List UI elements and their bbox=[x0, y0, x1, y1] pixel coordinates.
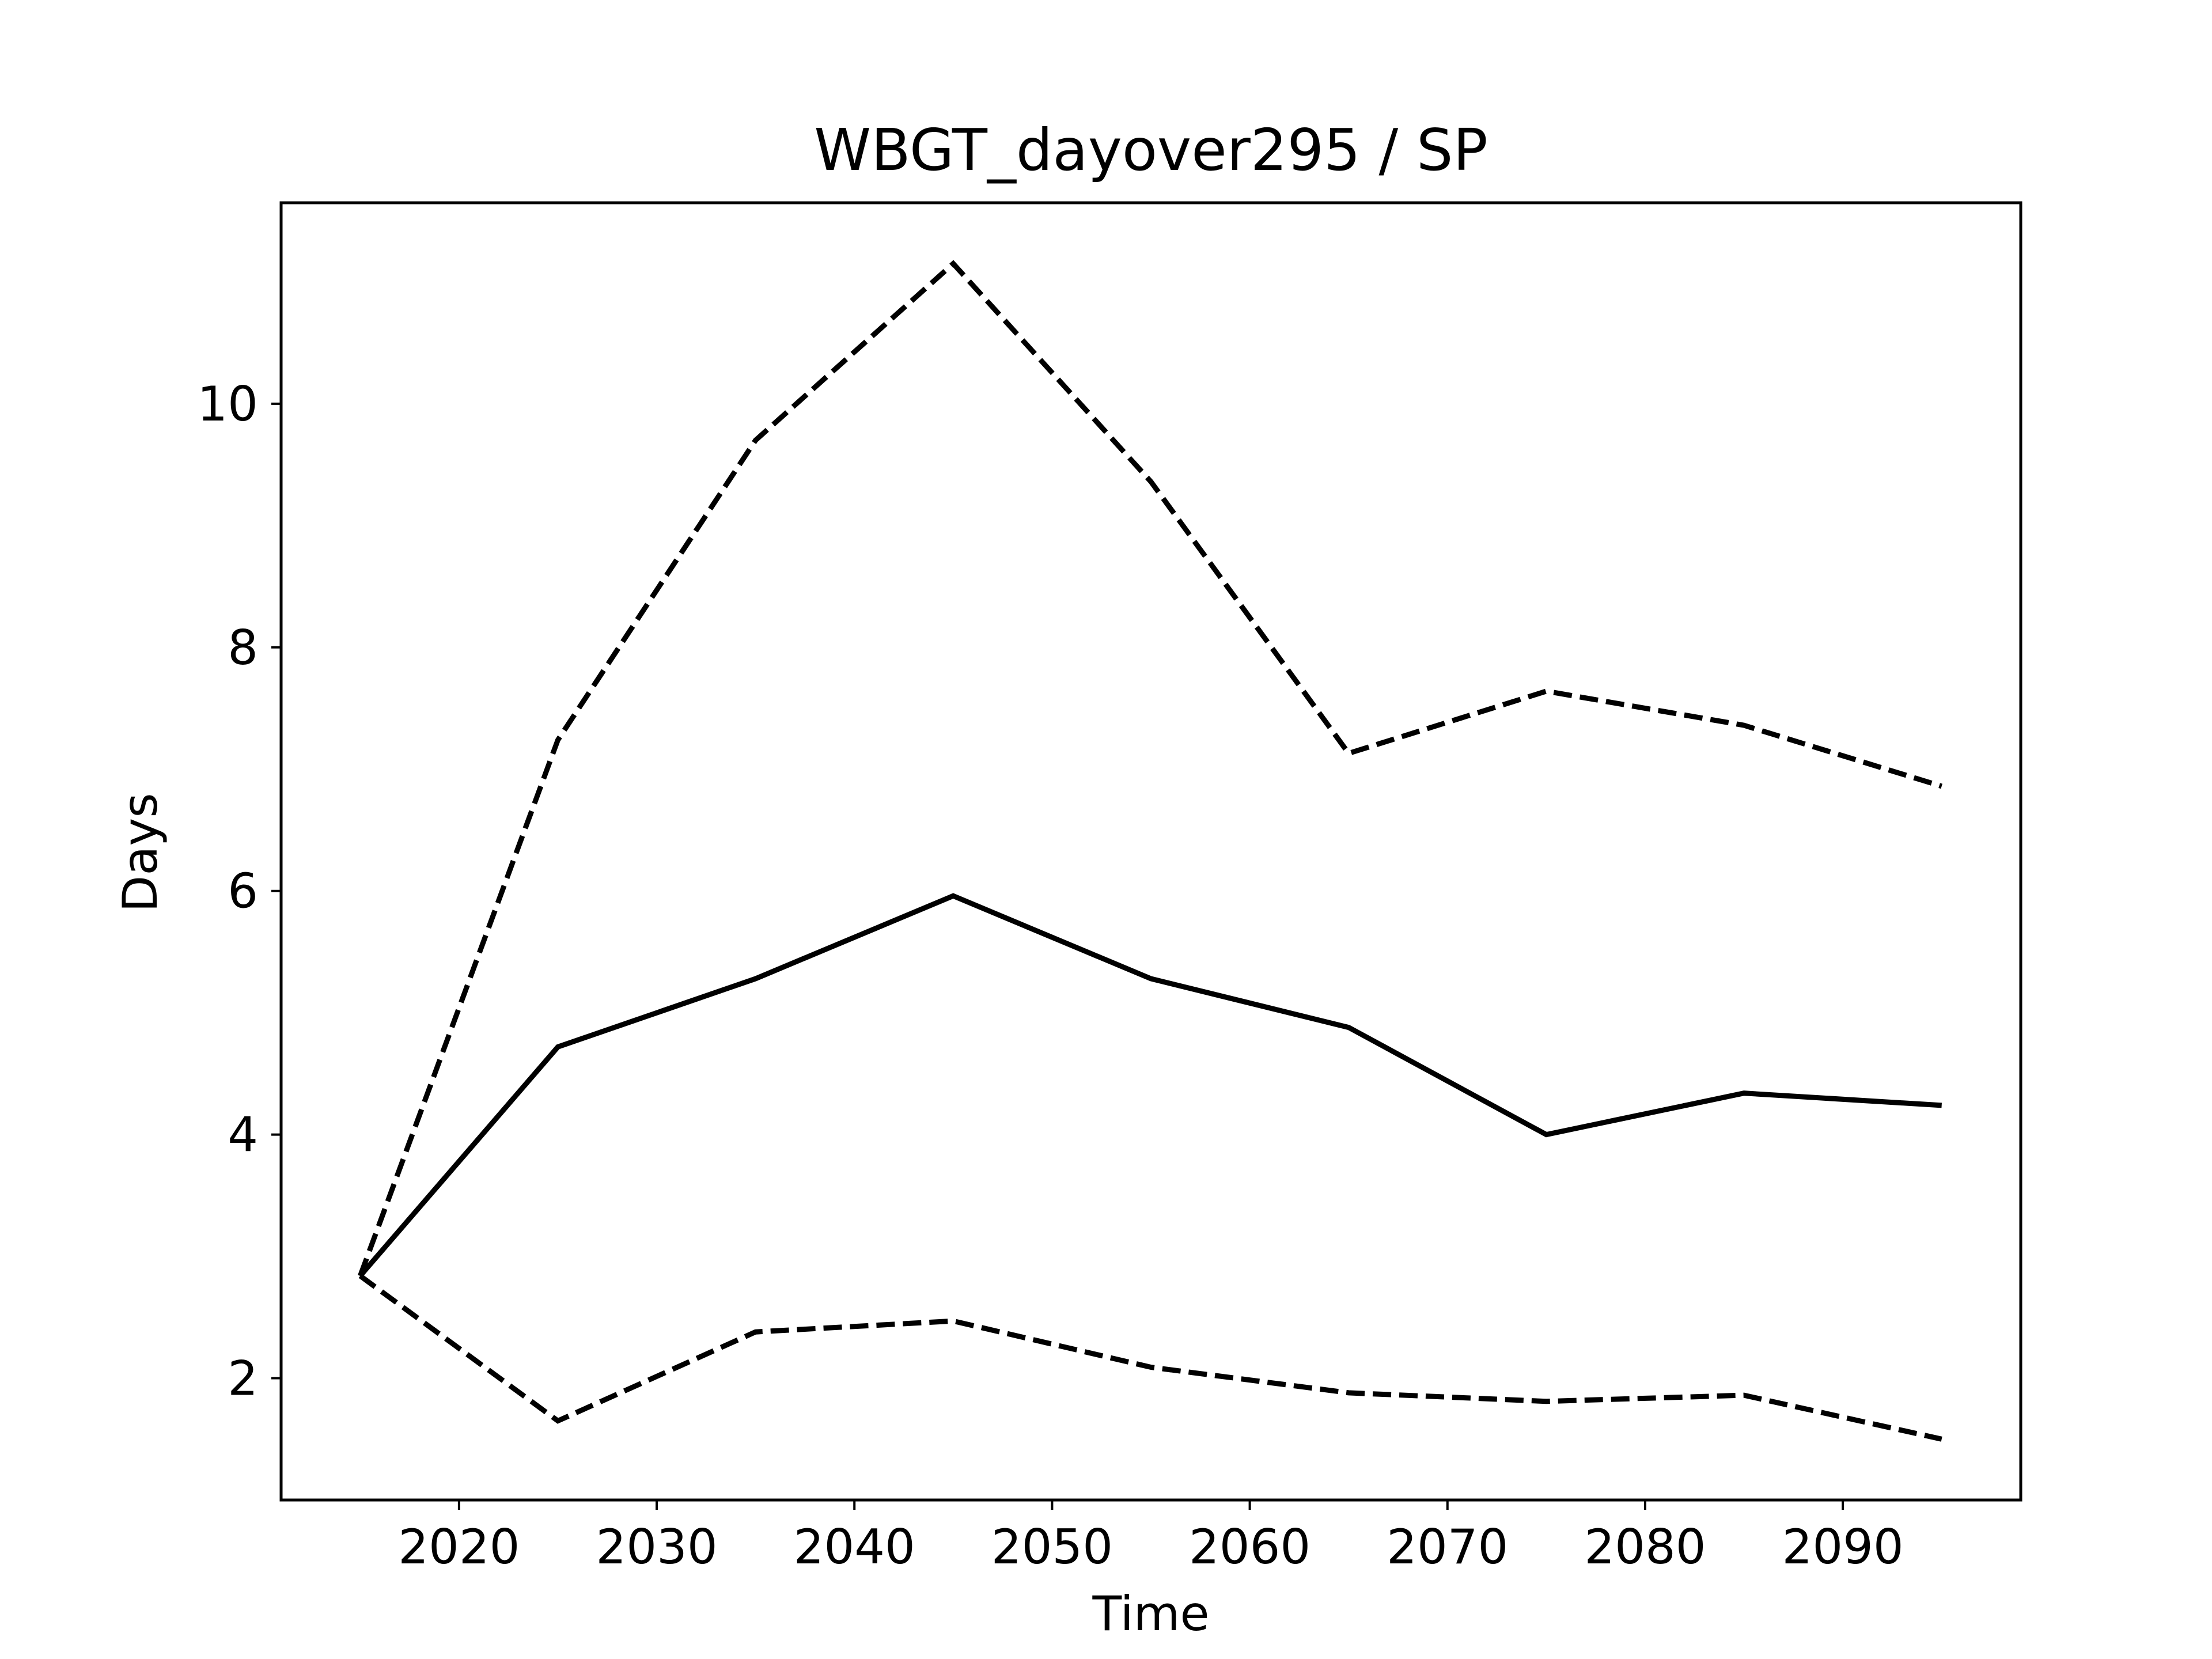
y-tick-label: 2 bbox=[228, 1351, 258, 1407]
plot-area bbox=[358, 260, 1943, 1442]
y-tick-label: 4 bbox=[228, 1107, 258, 1163]
y-axis-label: Days bbox=[112, 793, 168, 912]
x-axis-label: Time bbox=[1092, 1586, 1209, 1642]
series-line-1 bbox=[358, 893, 1942, 1278]
series-line-3 bbox=[358, 1274, 1942, 1442]
x-tick-label: 2080 bbox=[1584, 1519, 1706, 1575]
plot-frame bbox=[279, 201, 2022, 1502]
x-tick-label: 2030 bbox=[596, 1519, 717, 1575]
x-tick-label: 2020 bbox=[398, 1519, 520, 1575]
y-tick-label: 6 bbox=[228, 863, 258, 919]
chart-title: WBGT_dayover295 / SP bbox=[814, 116, 1488, 184]
y-tick-label: 10 bbox=[197, 376, 258, 432]
x-tick-label: 2070 bbox=[1387, 1519, 1508, 1575]
series-line-2 bbox=[358, 260, 1943, 1277]
x-tick-label: 2060 bbox=[1189, 1519, 1310, 1575]
y-tick-label: 8 bbox=[228, 620, 258, 676]
x-tick-label: 2040 bbox=[794, 1519, 915, 1575]
x-axis: 2020 2030 2040 2050 2060 2070 2080 2090 bbox=[398, 1500, 1904, 1575]
x-tick-label: 2090 bbox=[1782, 1519, 1904, 1575]
x-tick-label: 2050 bbox=[991, 1519, 1113, 1575]
y-axis: 2 4 6 8 10 bbox=[197, 376, 281, 1407]
